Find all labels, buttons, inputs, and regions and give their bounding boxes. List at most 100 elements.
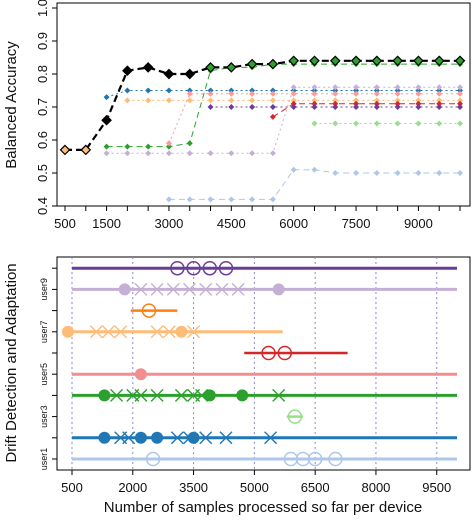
data-point <box>394 97 401 104</box>
data-point <box>186 90 193 97</box>
data-point <box>124 97 131 104</box>
device-row <box>72 282 457 296</box>
data-point <box>415 100 422 107</box>
data-point <box>207 87 214 94</box>
device-row <box>286 409 303 424</box>
drift-cross <box>134 388 148 402</box>
data-point <box>267 58 279 70</box>
drift-cross <box>89 325 103 339</box>
data-point <box>457 84 463 91</box>
data-point <box>332 87 339 94</box>
data-point <box>332 97 339 104</box>
data-point <box>436 120 443 127</box>
data-point <box>186 196 193 203</box>
accuracy-y-axis: 0.4 0.5 0.6 0.7 0.8 0.9 1.0 <box>35 0 57 215</box>
data-point <box>332 104 339 110</box>
series-line <box>272 103 460 118</box>
drift-dot <box>134 368 147 381</box>
data-point <box>373 104 380 110</box>
drift-circle <box>218 260 234 276</box>
data-point <box>332 170 339 176</box>
data-point <box>332 90 339 97</box>
accuracy-series <box>269 100 463 120</box>
data-point <box>373 84 380 91</box>
data-point <box>371 55 383 67</box>
accuracy-series <box>165 90 463 147</box>
x-tick-label: 4500 <box>217 216 246 231</box>
drift-circle <box>170 260 185 276</box>
drift-cross <box>264 431 278 445</box>
drift-y-axis-title: Drift Detection and Adaptation <box>3 263 20 462</box>
y-tick-label: 0.6 <box>35 131 50 149</box>
accuracy-series <box>103 61 463 150</box>
drift-y-axis: user1 user3 user5 user7 user9 <box>39 267 57 470</box>
y-tick-label: 0.8 <box>35 65 50 83</box>
data-point <box>228 150 235 157</box>
data-point <box>124 150 131 157</box>
drift-dot <box>118 283 131 296</box>
data-point <box>373 170 380 176</box>
data-point <box>436 104 443 110</box>
data-point <box>311 97 318 104</box>
drift-cross <box>150 325 164 339</box>
drift-circle <box>145 451 161 467</box>
data-point <box>249 90 256 97</box>
data-point <box>457 97 463 104</box>
data-point <box>249 196 256 203</box>
data-point <box>394 87 401 94</box>
data-point <box>165 97 172 104</box>
data-point <box>394 104 401 110</box>
drift-cross <box>215 282 229 296</box>
data-point <box>436 170 443 176</box>
data-point <box>145 87 152 94</box>
x-tick-label: 2000 <box>118 480 147 495</box>
data-point <box>332 100 339 107</box>
data-point <box>311 166 318 173</box>
device-row <box>72 260 457 276</box>
data-point <box>373 87 380 94</box>
drift-circle <box>202 260 218 276</box>
data-point <box>353 97 360 104</box>
data-point <box>332 84 339 91</box>
drift-dot <box>98 389 111 402</box>
device-row <box>72 368 457 381</box>
data-point <box>436 84 443 91</box>
data-point <box>124 143 131 150</box>
drift-x-axis: 500 2000 3500 5000 6500 8000 9500 <box>61 470 451 495</box>
data-point <box>228 87 235 94</box>
data-point <box>415 90 422 97</box>
x-tick-label: 7500 <box>342 216 371 231</box>
accuracy-series <box>124 97 463 104</box>
drift-dot <box>134 431 147 444</box>
x-tick-label: 8000 <box>361 480 390 495</box>
drift-circle <box>261 345 276 361</box>
data-point <box>207 90 214 97</box>
drift-dot <box>187 431 200 444</box>
data-point <box>165 150 172 157</box>
data-point <box>311 90 318 97</box>
data-point <box>392 55 403 67</box>
data-point <box>457 170 463 176</box>
data-point <box>290 90 297 97</box>
data-point <box>353 170 360 176</box>
data-point <box>269 113 276 120</box>
x-tick-label: 500 <box>61 480 83 495</box>
series-line <box>168 169 460 200</box>
data-point <box>415 120 422 127</box>
data-point <box>311 87 318 94</box>
series-line <box>106 86 460 154</box>
accuracy-x-axis: 500 1500 3000 4500 6000 7500 9000 <box>54 206 461 231</box>
device-row <box>72 388 457 402</box>
data-point <box>394 100 401 107</box>
drift-x-axis-title: Number of samples processed so far per d… <box>104 499 422 516</box>
data-point <box>433 55 445 67</box>
data-point <box>124 87 131 94</box>
y-tick-label: user9 <box>39 278 49 301</box>
drift-cross <box>150 282 164 296</box>
drift-circle <box>141 303 157 318</box>
y-tick-label: 0.7 <box>35 98 50 116</box>
drift-circle <box>328 451 343 467</box>
drift-cross <box>199 431 213 445</box>
series-line <box>168 93 460 144</box>
